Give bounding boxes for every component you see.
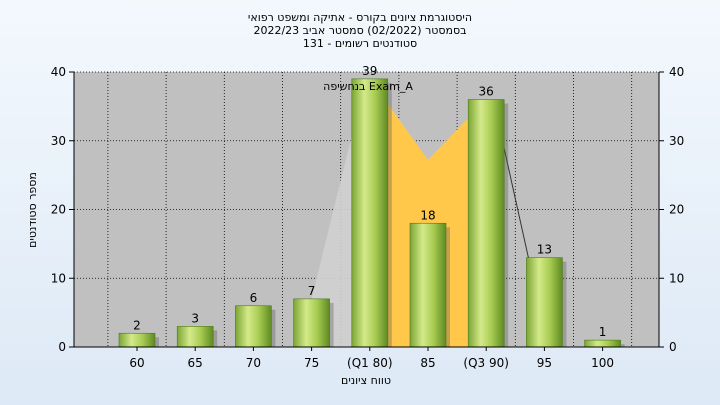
bar-60 (118, 332, 156, 348)
x-tick-label: 60 (129, 356, 144, 370)
x-tick-label: 85 (420, 356, 435, 370)
data-label: 1 (599, 325, 607, 339)
x-tick-label: (Q1 80) (347, 356, 393, 370)
bar-85 (409, 222, 447, 348)
y-tick-label-right: 30 (669, 134, 684, 148)
bar-95 (526, 257, 563, 348)
bar-(Q3 90) (467, 99, 505, 348)
y-tick-label-right: 20 (669, 203, 684, 217)
x-tick-label: 95 (537, 356, 552, 370)
y-tick-label-left: 20 (51, 203, 66, 217)
data-label: 7 (308, 284, 316, 298)
data-label: 36 (479, 85, 494, 99)
chart-title-line-1: היסטוגרמת ציונים בקורס - אתיקה ומשפט רפו… (248, 11, 472, 24)
y-tick-label-right: 0 (669, 340, 677, 354)
bars (118, 78, 625, 348)
data-label: 6 (250, 291, 258, 305)
bar-65 (176, 326, 214, 348)
x-tick-label: 75 (304, 356, 319, 370)
axes: 0 0 10 10 20 20 30 30 40 40 60 65 70 75 (Q1 80) 85 (Q3 9… (51, 65, 685, 370)
x-tick-label: 65 (188, 356, 203, 370)
y-tick-label-left: 10 (51, 271, 66, 285)
x-axis-title: טווח ציונים (341, 374, 391, 387)
y-tick-label-left: 0 (58, 340, 66, 354)
x-tick-label: 100 (591, 356, 614, 370)
bar-(Q1 80) (351, 78, 389, 348)
y-tick-label-left: 30 (51, 134, 66, 148)
data-label: 2 (133, 318, 141, 332)
chart-title-line-2: בסמסטר (02/2022) סמסטר אביב 2022/23 (253, 24, 466, 37)
y-tick-label-left: 40 (51, 65, 66, 79)
y-tick-label-right: 40 (669, 65, 684, 79)
data-label: 3 (191, 311, 199, 325)
bar-100 (584, 339, 621, 348)
bar-70 (235, 305, 272, 348)
bar-75 (293, 298, 330, 348)
overlay-series-label: בנחשיפה Exam_A (323, 80, 413, 93)
data-label: 13 (537, 243, 552, 257)
overlay-band (369, 78, 487, 347)
data-label: 18 (420, 208, 435, 222)
y-axis-title: מספר סטודנטים (26, 172, 39, 248)
gridlines (74, 71, 659, 347)
x-tick-label: (Q3 90) (463, 356, 509, 370)
chart-title-line-3: סטודנטים רשומים - 131 (303, 37, 417, 50)
data-label: 39 (362, 64, 377, 78)
y-tick-label-right: 10 (669, 271, 684, 285)
x-tick-label: 70 (246, 356, 261, 370)
overlay-edge-line (501, 139, 529, 258)
